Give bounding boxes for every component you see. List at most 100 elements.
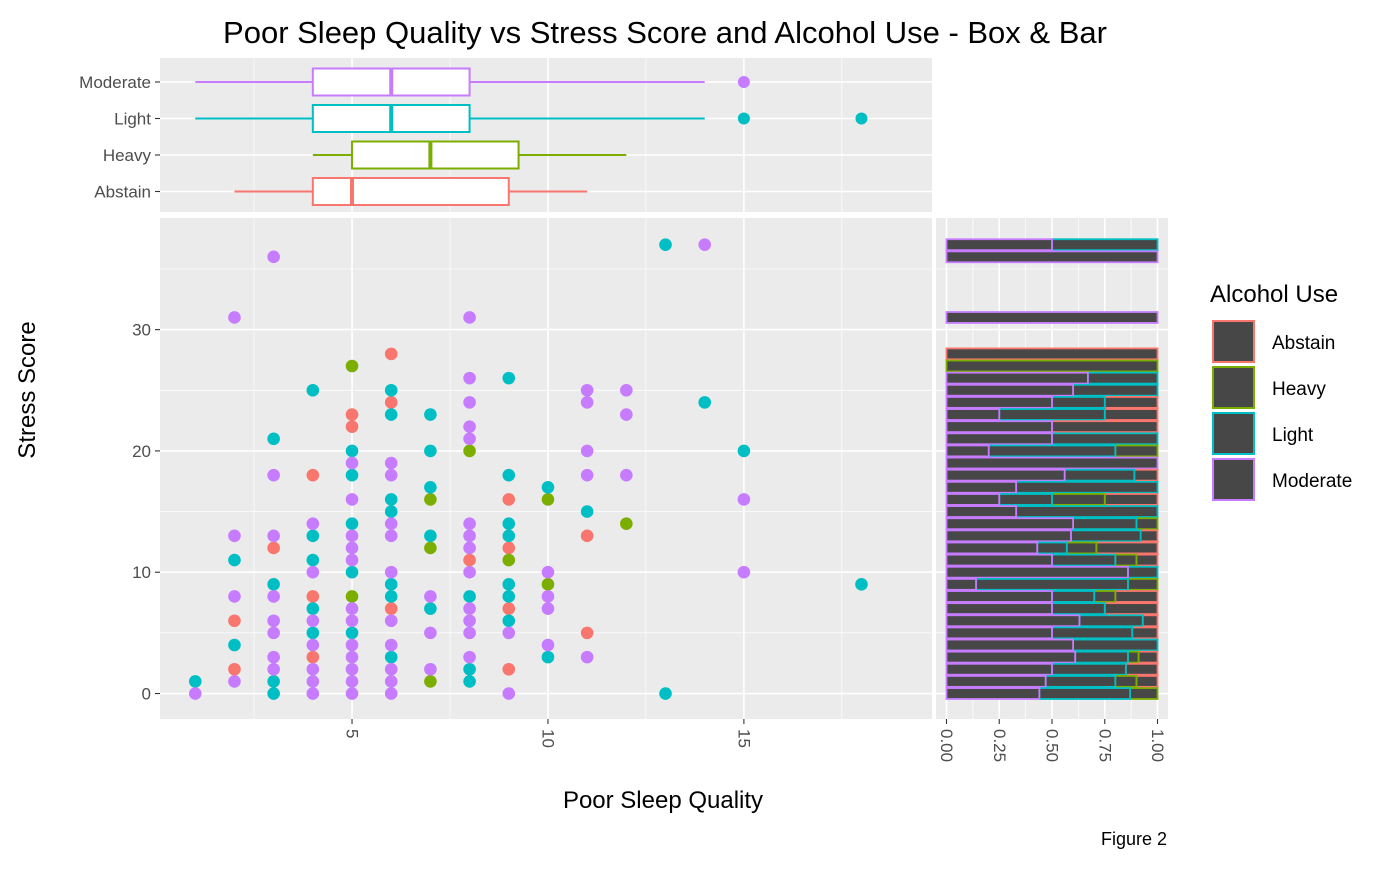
scatter-point [424,529,437,543]
bar-segment-light [1051,662,1127,676]
bar-segment-moderate [945,238,1053,252]
bar-segment-light [1070,529,1142,543]
scatter-point [267,675,280,688]
legend-key [1212,412,1255,455]
scatter-point [228,529,241,543]
bar-row [945,517,1159,531]
scatter-point [541,602,555,615]
bar-row [945,468,1159,482]
scatter-point [463,675,476,688]
scatter-point [502,590,516,603]
legend-key [1212,320,1255,363]
bar-row [945,675,1159,688]
scatter-point [541,565,555,579]
bar-segment-light [987,444,1117,458]
bar-row [945,383,1159,397]
bar-segment-light [1051,238,1159,252]
bar-row [945,420,1159,434]
scatter-point [541,493,555,506]
bar-segment-moderate [945,529,1072,543]
bar-row [945,408,1159,421]
scatter-point [502,687,516,700]
scatter-point [620,517,633,530]
scatter-point [188,687,202,700]
bar-segment-abstain [1103,602,1159,615]
bar-segment-heavy [1135,517,1159,531]
bar-segment-light [1063,468,1136,482]
scatter-point [384,468,398,482]
scatter-point [384,565,398,579]
bar-segment-moderate [945,493,1001,506]
scatter-point [384,505,398,518]
box-outlier [855,112,868,125]
scatter-point [306,638,320,652]
stacked-bars [945,238,1159,700]
bar-segment-light [1051,626,1134,640]
scatter-point [267,529,280,543]
bar-segment-abstain [1135,553,1159,567]
scatter-point [267,650,280,664]
bar-segment-moderate [945,517,1074,531]
bar-row [945,577,1159,591]
bar-segment-abstain [1051,420,1159,434]
scatter-point [345,456,359,470]
box-panel-background [160,58,932,212]
y-tick-label: 30 [132,321,151,340]
scatter-panel-background [160,218,932,719]
bar-segment-heavy [1114,675,1138,688]
scatter-point [345,468,359,482]
scatter-point [306,602,320,615]
scatter-point [737,493,751,506]
bar-row [945,238,1159,252]
scatter-point [306,590,320,603]
scatter-point [267,687,280,700]
scatter-point [580,383,594,397]
bar-segment-heavy [1065,541,1098,555]
scatter-point [502,371,516,385]
bar-segment-moderate [945,383,1074,397]
scatter-point [659,687,672,700]
bar-segment-moderate [945,590,1053,603]
bar-row [945,638,1159,652]
scatter-point [384,675,398,688]
bar-row [945,347,1159,361]
scatter-point [384,517,398,530]
scatter-point [345,565,359,579]
scatter-point [463,662,476,676]
box-plots [195,67,868,206]
scatter-point [424,493,437,506]
bar-segment-moderate [945,432,1053,446]
bar-segment-moderate [945,687,1041,700]
scatter-point [228,675,241,688]
legend-entry-abstain: Abstain [1212,320,1335,363]
scatter-point [228,662,241,676]
chart-title: Poor Sleep Quality vs Stress Score and A… [223,15,1107,50]
bar-row [945,250,1159,264]
bar-segment-moderate [945,577,977,591]
series-light [188,238,868,700]
bar-segment-moderate [945,505,1018,518]
scatter-point [384,590,398,603]
bar-segment-abstain [1141,614,1159,628]
scatter-point [737,444,751,458]
bar-segment-moderate [945,602,1053,615]
scatter-point [384,396,398,409]
scatter-point [737,565,751,579]
bar-x-tick-label: 1.00 [1148,729,1167,762]
scatter-point [345,553,359,567]
scatter-point [345,662,359,676]
legend-key [1212,366,1255,409]
scatter-point [463,420,476,433]
y-axis-title: Stress Score [14,321,41,458]
bar-segment-abstain [1124,662,1159,676]
scatter-point [502,517,516,530]
bar-segment-light [1036,541,1068,555]
scatter-point [345,529,359,543]
scatter-point [541,638,555,652]
bar-segment-heavy [1114,553,1138,567]
bar-row [945,541,1159,555]
scatter-point [541,578,555,591]
bar-segment-heavy [1114,444,1159,458]
bar-x-tick-label: 0.50 [1043,729,1062,762]
scatter-point [306,650,320,664]
